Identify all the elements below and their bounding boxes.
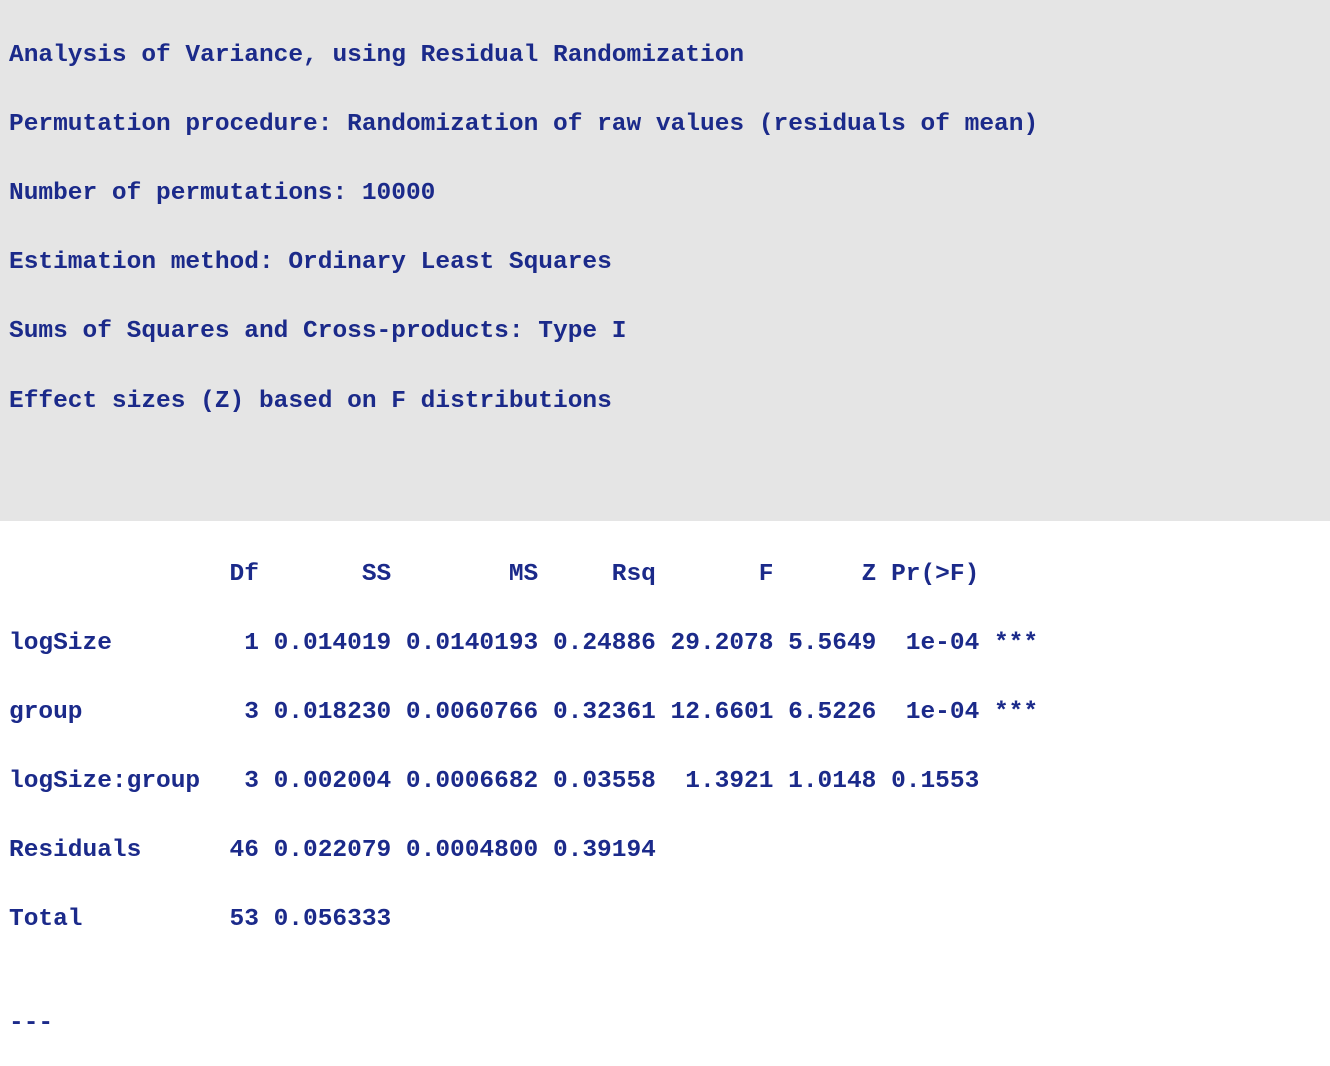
signif-cell: *** — [993, 629, 1039, 657]
p-value-cell: 0.1553 — [891, 768, 980, 796]
p-value-cell: 1e-04 — [905, 629, 980, 657]
header-rsq: Rsq — [611, 560, 656, 588]
table-row: Total 53 0.056333 — [9, 903, 1330, 938]
f-cell: 1.3921 — [685, 768, 774, 796]
df-cell: 3 — [244, 698, 259, 726]
f-cell: 29.2078 — [670, 629, 774, 657]
header-ms: MS — [508, 560, 539, 588]
table-row: Residuals 46 0.022079 0.0004800 0.39194 — [9, 834, 1330, 869]
ms-cell: 0.0140193 — [405, 629, 539, 657]
signif-cell: *** — [993, 698, 1039, 726]
df-cell: 3 — [244, 768, 259, 796]
estimation-method-line: Estimation method: Ordinary Least Square… — [9, 249, 612, 277]
table-row: logSize 1 0.014019 0.0140193 0.24886 29.2078 5… — [9, 627, 1330, 662]
ms-cell: 0.0060766 — [405, 698, 539, 726]
effect-sizes-line: Effect sizes (Z) based on F distribution… — [9, 387, 612, 415]
table-row: group 3 0.018230 0.0060766 0.32361 12.6601 6.5… — [9, 696, 1330, 731]
anova-table-header: Df SS MS Rsq F Z Pr(>F) — [9, 558, 1330, 593]
z-cell: 6.5226 — [788, 698, 877, 726]
term-cell: Total — [9, 906, 83, 934]
ms-cell: 0.0004800 — [405, 837, 539, 865]
z-cell: 5.5649 — [788, 629, 877, 657]
sums-of-squares-line: Sums of Squares and Cross-products: Type… — [9, 318, 627, 346]
f-cell: 12.6601 — [670, 698, 774, 726]
header-z: Z — [861, 560, 877, 588]
ms-cell: 0.0006682 — [405, 768, 539, 796]
rsq-cell: 0.03558 — [552, 768, 656, 796]
ss-cell: 0.014019 — [273, 629, 392, 657]
ss-cell: 0.002004 — [273, 768, 392, 796]
header-df: Df — [229, 560, 259, 588]
rsq-cell: 0.24886 — [552, 629, 656, 657]
term-cell: Residuals — [9, 837, 142, 865]
table-row: logSize:group 3 0.002004 0.0006682 0.03558 1.… — [9, 765, 1330, 800]
header-f: F — [758, 560, 774, 588]
ss-cell: 0.018230 — [273, 698, 392, 726]
rsq-cell: 0.32361 — [552, 698, 656, 726]
rsq-cell: 0.39194 — [552, 837, 656, 865]
df-cell: 46 — [229, 837, 259, 865]
output-title: Analysis of Variance, using Residual Ran… — [9, 41, 745, 69]
blank-line — [9, 454, 1330, 489]
term-cell: group — [9, 698, 83, 726]
header-p: Pr(>F) — [891, 560, 980, 588]
console-output: Analysis of Variance, using Residual Ran… — [0, 0, 1330, 1037]
ss-cell: 0.056333 — [273, 906, 392, 934]
df-cell: 1 — [244, 629, 259, 657]
permutation-procedure-line: Permutation procedure: Randomization of … — [9, 110, 1039, 138]
p-value-cell: 1e-04 — [905, 698, 980, 726]
z-cell: 1.0148 — [788, 768, 877, 796]
separator-line: --- — [9, 1010, 54, 1038]
anova-table: Df SS MS Rsq F Z Pr(>F) logSize 1 0.014019 0.0140… — [9, 523, 1330, 973]
df-cell: 53 — [229, 906, 259, 934]
header-ss: SS — [361, 560, 392, 588]
term-cell: logSize:group — [9, 768, 201, 796]
permutations-count-line: Number of permutations: 10000 — [9, 179, 436, 207]
ss-cell: 0.022079 — [273, 837, 392, 865]
term-cell: logSize — [9, 629, 112, 657]
